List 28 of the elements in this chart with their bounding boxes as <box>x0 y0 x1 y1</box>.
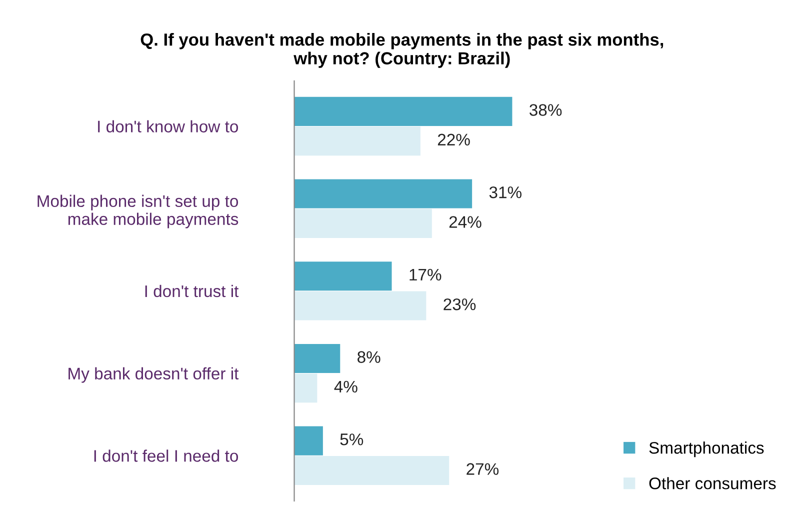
data-label: 22% <box>438 134 470 146</box>
y-tick-label: Mobile phone isn't set up to make mobile payments <box>38 194 238 228</box>
data-label: 17% <box>410 268 442 281</box>
bar <box>294 126 420 156</box>
data-label: 24% <box>449 216 482 228</box>
data-label: 31% <box>489 186 522 198</box>
legend-label: Other consumers <box>649 477 776 490</box>
data-label: 27% <box>466 463 499 475</box>
chart-title: Q. If you haven't made mobile payments in the past six months, why not? (Country: Brazil) <box>140 33 664 68</box>
bar <box>294 96 512 126</box>
data-label: 23% <box>444 298 476 310</box>
data-label: 38% <box>530 104 562 116</box>
y-tick-label: I don't feel I need to <box>94 450 238 462</box>
bar <box>294 456 450 485</box>
data-label: 8% <box>358 351 380 363</box>
bar <box>294 344 340 374</box>
bar <box>294 179 472 208</box>
y-tick-label: My bank doesn't offer it <box>68 367 239 383</box>
data-label: 4% <box>334 380 358 393</box>
bar <box>294 291 426 320</box>
legend-label: Smartphonatics <box>649 442 764 458</box>
y-tick-label: I don't know how to <box>98 120 238 132</box>
bar <box>294 374 318 403</box>
bar <box>294 426 323 456</box>
bar <box>294 208 432 238</box>
data-label: 5% <box>340 434 364 446</box>
y-tick-label: I don't trust it <box>145 284 239 298</box>
bar <box>294 262 392 291</box>
